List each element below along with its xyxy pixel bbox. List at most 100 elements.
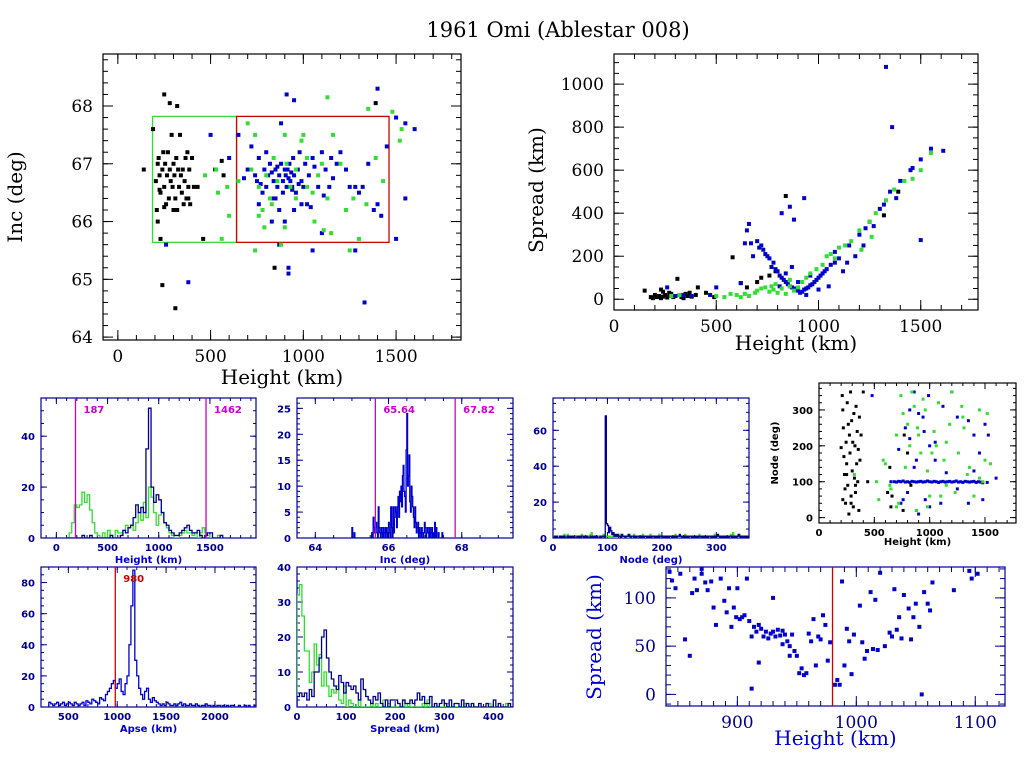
data-point-blue [954,479,958,483]
data-point-green [282,132,287,137]
data-point-blue [913,601,918,606]
data-point-blue [787,653,792,658]
data-point-green [873,211,878,216]
data-point-green [867,219,872,224]
data-point-green [245,121,250,126]
x-tick-label: 2000 [201,712,229,723]
data-point-blue [791,217,796,222]
data-point-blue [899,636,904,641]
data-point-green [773,282,778,287]
data-point-blue [790,632,795,637]
data-point-blue [910,166,915,171]
data-point-blue [412,127,417,132]
x-tick-label: 1000 [835,713,878,733]
data-point-blue [842,663,847,668]
y-tick-label: 15 [277,456,291,467]
data-point-black [177,132,182,137]
data-point-blue [943,480,947,484]
data-point-blue [921,415,925,419]
data-point-black [659,296,664,301]
data-point-green [814,267,819,272]
data-point-blue [794,653,799,658]
data-point-blue [873,597,878,602]
data-point-blue [979,480,983,484]
data-point-green [869,234,874,239]
data-point-black [166,196,171,201]
data-point-blue [667,569,672,574]
data-point-black [373,101,378,106]
data-point-blue [291,156,296,160]
data-point-black [667,290,672,295]
marker-label: 65.64 [383,405,415,416]
data-point-green [738,295,743,300]
data-point-blue [922,429,926,433]
apse-histogram-plot-area [48,567,256,707]
x-tick-label: 64 [308,543,322,554]
data-point-green [236,179,241,184]
data-point-black [155,219,160,224]
data-point-black [687,290,692,295]
data-point-blue [890,125,895,130]
data-point-blue [738,281,743,286]
data-point-blue [747,619,752,624]
data-point-green [325,196,330,201]
data-point-green [301,132,306,137]
data-point-blue [771,260,776,265]
data-point-blue [922,590,927,595]
data-point-black [846,422,850,426]
data-point-black [172,173,177,178]
data-point-green [934,444,938,448]
data-point-blue [882,644,887,649]
data-point-green [256,184,261,189]
data-point-blue [820,271,825,276]
data-point-blue [777,273,782,278]
data-point-blue [292,98,297,103]
data-point-blue [930,480,934,484]
data-point-green [325,95,330,100]
data-point-blue [312,164,317,169]
data-point-blue [755,239,760,244]
inc-vs-height-panel: 0 500 1000 1500 64 65 66 67 68 Height (km) Inc (de… [3,53,462,389]
data-point-blue [310,156,315,160]
data-point-black [173,196,178,201]
data-point-green [225,184,230,189]
data-point-black [151,127,156,132]
data-point-blue [287,161,292,166]
data-point-blue [316,184,321,189]
data-point-black [839,446,843,450]
data-point-blue [847,639,852,644]
data-point-black [693,292,698,297]
data-point-blue [921,480,925,484]
data-point-blue [816,275,821,280]
data-point-blue [292,208,297,212]
data-point-green [928,494,932,498]
data-point-blue [280,179,285,184]
data-point-blue [310,248,315,253]
data-point-black [859,433,863,437]
data-point-blue [925,601,930,606]
data-point-blue [279,121,284,126]
data-point-green [305,184,310,189]
data-point-blue [282,219,287,224]
data-point-blue [941,404,945,408]
data-point-blue [792,648,797,653]
data-point-black [185,150,190,155]
data-point-blue [894,196,899,201]
node-histogram-plot-area [553,415,749,538]
data-point-blue [681,292,686,297]
data-point-green [763,285,768,290]
data-point-green [914,508,918,512]
data-point-black [854,404,858,408]
data-point-green [331,132,336,137]
x-tick-label: 0 [550,543,557,554]
y-tick-label: 800 [572,118,604,138]
data-point-green [316,173,321,178]
data-point-green [942,458,946,462]
data-point-blue [909,637,914,642]
data-point-green [343,208,348,212]
data-point-black [881,213,886,218]
data-point-green [961,415,965,419]
data-point-blue [806,631,811,636]
data-point-blue [403,196,408,201]
x-tick-label: 100 [597,543,618,554]
